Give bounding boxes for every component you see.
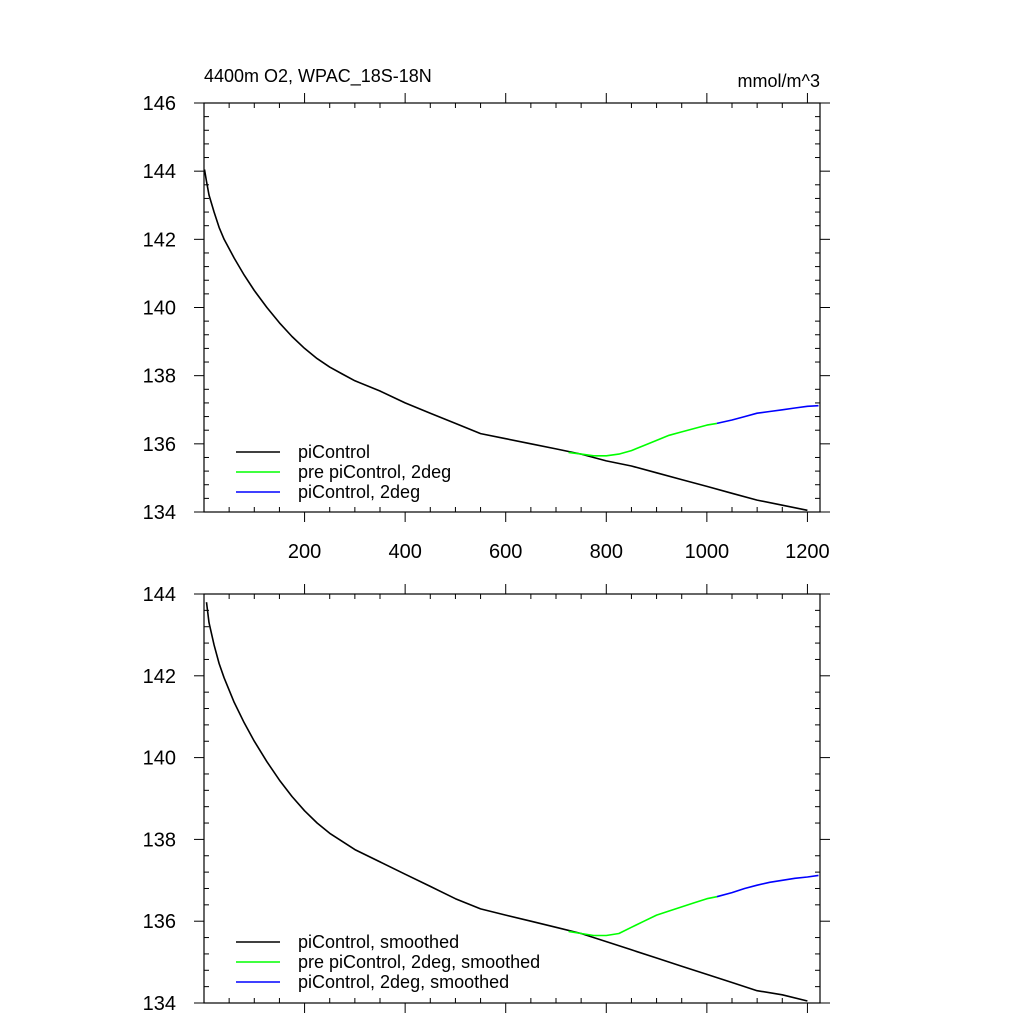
series-line-0 xyxy=(205,602,808,1002)
top-plot-panel: 200 400 600 800 1000 1200 134 136 138 140 142 144 14… xyxy=(143,93,830,563)
plot-frame xyxy=(203,593,821,1004)
legend-label: piControl xyxy=(298,442,370,462)
plot-frame xyxy=(203,102,821,513)
series-line-2 xyxy=(716,404,819,425)
x-tick-label: 1200 xyxy=(785,541,830,563)
x-tick-label: 400 xyxy=(388,541,421,563)
y-tick-label: 136 xyxy=(143,434,176,456)
legend-label: piControl, smoothed xyxy=(298,932,459,952)
x-tick-label: 1000 xyxy=(685,541,730,563)
y-tick-label: 144 xyxy=(143,584,176,606)
y-tick-label: 134 xyxy=(143,993,176,1015)
legend-label: piControl, 2deg, smoothed xyxy=(298,972,509,992)
x-tick-label: 600 xyxy=(489,541,522,563)
series-line-2 xyxy=(716,874,819,898)
y-tick-label: 138 xyxy=(143,366,176,388)
y-tick-label: 136 xyxy=(143,911,176,933)
y-tick-label: 134 xyxy=(143,502,176,524)
y-tick-label: 140 xyxy=(143,298,176,320)
chart-title: 4400m O2, WPAC_18S-18N xyxy=(204,66,432,87)
y-tick-label: 144 xyxy=(143,161,176,183)
series-line-1 xyxy=(568,895,718,937)
y-tick-label: 140 xyxy=(143,748,176,770)
y-tick-label: 142 xyxy=(143,229,176,251)
x-tick-label: 200 xyxy=(288,541,321,563)
y-tick-label: 146 xyxy=(143,93,176,115)
series-line-1 xyxy=(568,422,718,457)
legend-label: piControl, 2deg xyxy=(298,482,420,502)
y-tick-label: 142 xyxy=(143,666,176,688)
x-tick-label: 800 xyxy=(590,541,623,563)
legend-label: pre piControl, 2deg, smoothed xyxy=(298,952,540,972)
series-line-0 xyxy=(203,169,808,512)
y-tick-label: 138 xyxy=(143,829,176,851)
units-label: mmol/m^3 xyxy=(738,71,820,91)
legend-label: pre piControl, 2deg xyxy=(298,462,451,482)
bottom-plot-panel: 134 136 138 140 142 144 piControl, smoothedpre… xyxy=(143,584,830,1015)
